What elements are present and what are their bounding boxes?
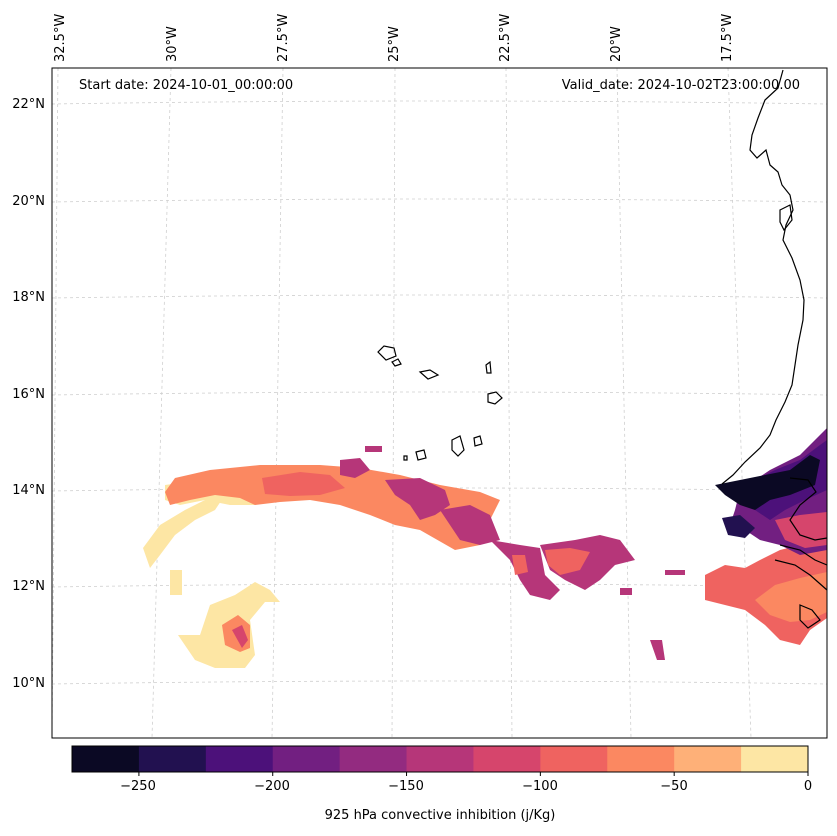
map-frame bbox=[51, 67, 828, 739]
colorbar-tick-label: −200 bbox=[254, 779, 290, 794]
lon-label: 30°W bbox=[165, 26, 180, 62]
lon-gridline bbox=[391, 67, 396, 739]
valid-date-label: Valid_date: 2024-10-02T23:00:00.00 bbox=[561, 78, 800, 93]
country-border bbox=[779, 544, 828, 566]
lon-gridline bbox=[51, 67, 59, 739]
colorbar-segment bbox=[741, 746, 809, 772]
lon-label: 17.5°W bbox=[720, 13, 735, 62]
island-coast bbox=[418, 369, 440, 380]
island-coast bbox=[779, 204, 793, 232]
lon-label: 32.5°W bbox=[53, 13, 68, 62]
island-coast bbox=[403, 455, 408, 461]
colorbar-segment bbox=[272, 746, 341, 772]
colorbar bbox=[71, 745, 809, 776]
lat-gridline bbox=[51, 198, 828, 203]
colorbar-title: 925 hPa convective inhibition (j/Kg) bbox=[324, 808, 556, 823]
colorbar-tick-label: −100 bbox=[522, 779, 558, 794]
lat-gridline bbox=[51, 680, 828, 685]
island-coast bbox=[377, 345, 397, 361]
lon-label: 20°W bbox=[609, 26, 624, 62]
colorbar-tick-label: 0 bbox=[803, 779, 813, 794]
island-coast bbox=[391, 358, 402, 367]
colorbar-segment bbox=[72, 746, 140, 772]
lat-label: 10°N bbox=[12, 676, 45, 691]
colorbar-segment bbox=[473, 746, 541, 772]
colorbar-tick-label: −250 bbox=[120, 779, 156, 794]
lon-label: 22.5°W bbox=[498, 13, 513, 62]
country-border bbox=[774, 559, 828, 591]
island-coast bbox=[473, 435, 483, 447]
lat-gridline bbox=[51, 583, 828, 588]
cin-region-east-pink bbox=[775, 512, 827, 548]
island-coast bbox=[487, 391, 503, 405]
africa-coastline bbox=[721, 69, 805, 485]
lat-label: 14°N bbox=[12, 483, 45, 498]
cin-region-pale-west bbox=[143, 495, 225, 568]
cin-region-pale-patch bbox=[170, 570, 182, 595]
lon-gridline bbox=[151, 67, 172, 739]
lat-gridline bbox=[51, 294, 828, 299]
gridlines bbox=[51, 67, 828, 739]
colorbar-tick-label: −50 bbox=[660, 779, 688, 794]
colorbar-segment bbox=[138, 746, 207, 772]
country-border bbox=[789, 477, 828, 541]
colorbar-segment bbox=[540, 746, 608, 772]
lat-gridline bbox=[51, 487, 828, 492]
lon-label: 25°W bbox=[387, 26, 402, 62]
lat-gridline bbox=[51, 391, 828, 396]
lat-label: 16°N bbox=[12, 387, 45, 402]
lat-label: 20°N bbox=[12, 194, 45, 209]
lat-label: 18°N bbox=[12, 290, 45, 305]
colorbar-frame bbox=[71, 745, 809, 773]
country-border bbox=[799, 604, 821, 629]
cin-region-east-darkest bbox=[715, 455, 820, 510]
island-coast bbox=[415, 449, 427, 461]
colorbar-tick-label: −150 bbox=[388, 779, 424, 794]
lon-gridline bbox=[271, 67, 284, 739]
cin-region-east-navy bbox=[722, 515, 755, 538]
colorbar-segment bbox=[607, 746, 675, 772]
colorbar-segment bbox=[339, 746, 408, 772]
cin-region-band-magenta bbox=[340, 446, 685, 660]
start-date-label: Start date: 2024-10-01_00:00:00 bbox=[79, 78, 294, 93]
lat-label: 12°N bbox=[12, 579, 45, 594]
island-coast bbox=[451, 435, 465, 457]
lat-label: 22°N bbox=[12, 97, 45, 112]
cin-region-eddy-core bbox=[232, 625, 248, 648]
colorbar-segment bbox=[205, 746, 274, 772]
lat-gridline bbox=[51, 100, 828, 105]
lon-label: 27.5°W bbox=[276, 13, 291, 62]
coastlines bbox=[377, 69, 828, 629]
cin-field bbox=[143, 428, 827, 668]
cin-region-east-orange bbox=[755, 572, 827, 622]
cin-region-band-salmon-2 bbox=[512, 548, 590, 575]
cin-region-band-salmon bbox=[262, 472, 345, 496]
colorbar-segment bbox=[674, 746, 742, 772]
island-coast bbox=[485, 360, 492, 374]
lon-gridline bbox=[505, 67, 513, 739]
lon-gridline bbox=[727, 67, 752, 739]
lon-gridline bbox=[616, 67, 632, 739]
colorbar-segment bbox=[406, 746, 474, 772]
